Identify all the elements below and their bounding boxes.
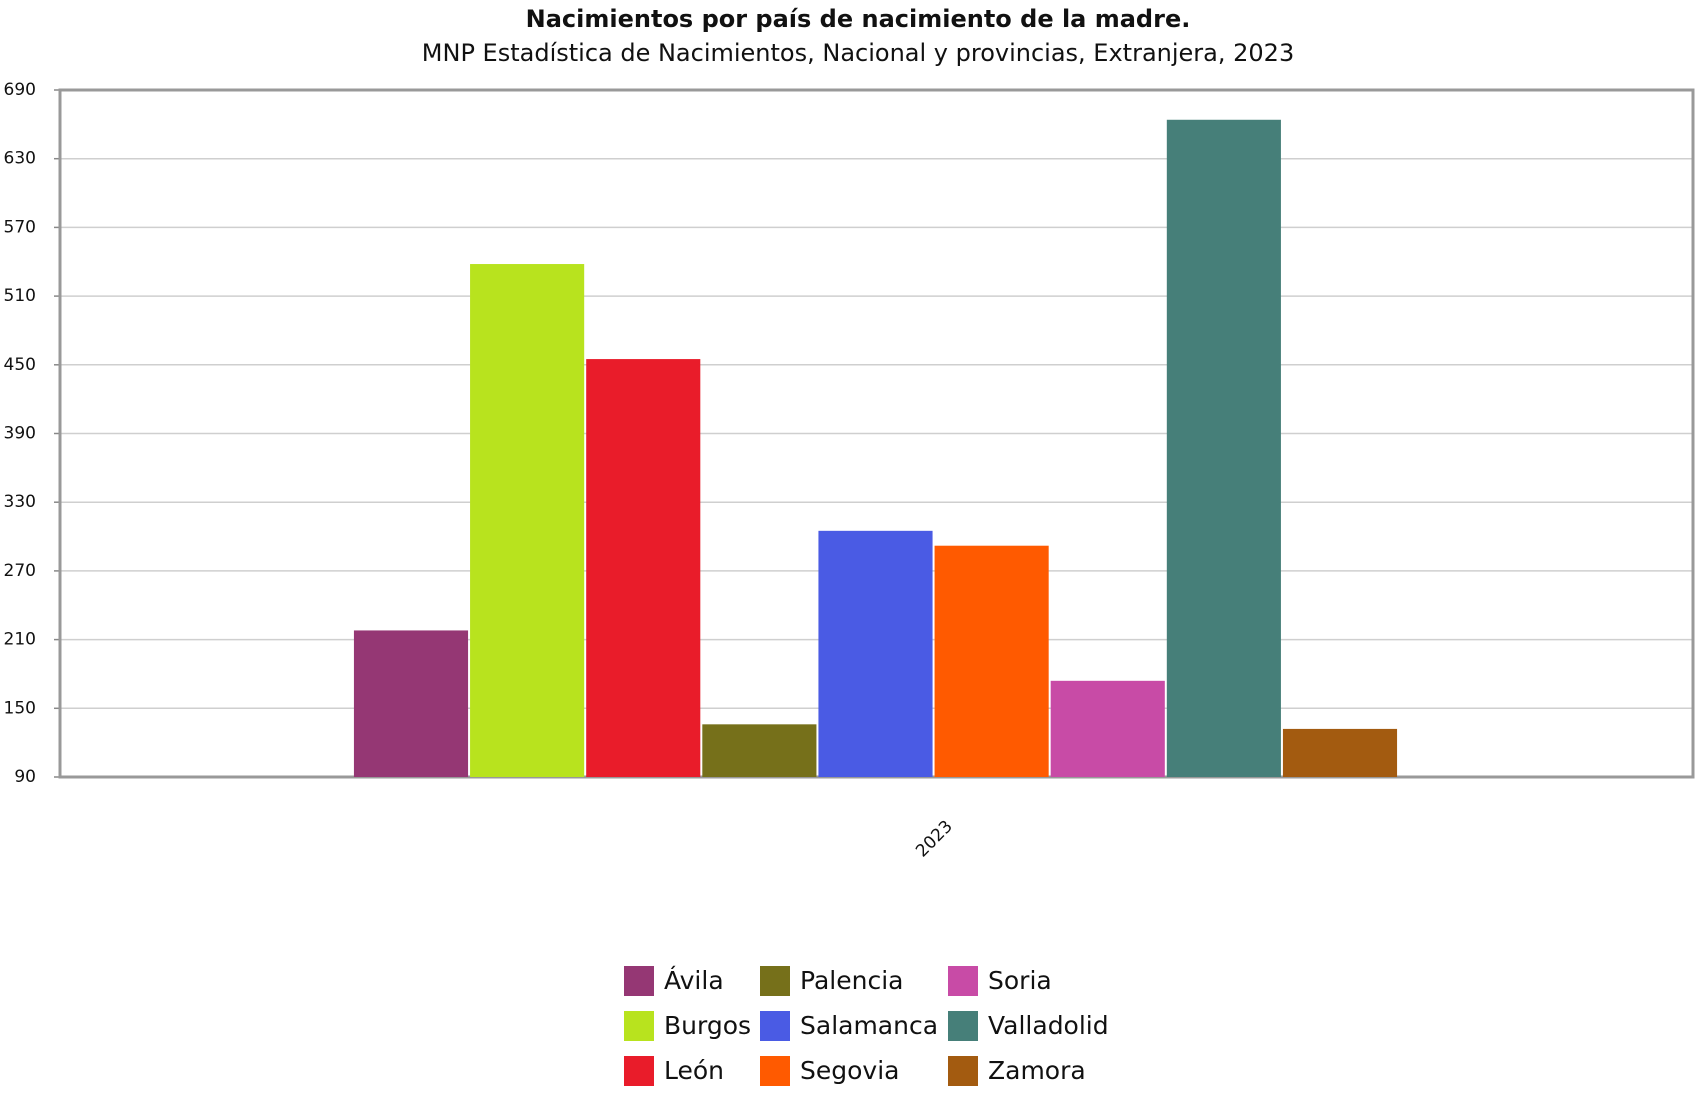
bar xyxy=(934,545,1049,777)
legend-label: Valladolid xyxy=(988,1011,1109,1040)
y-tick-label: 90 xyxy=(14,767,36,787)
legend-swatch xyxy=(760,966,790,996)
legend-swatch xyxy=(948,1056,978,1086)
legend-swatch xyxy=(948,1011,978,1041)
chart-subtitle: MNP Estadística de Nacimientos, Nacional… xyxy=(422,39,1294,67)
legend-swatch xyxy=(624,1056,654,1086)
legend-label: Palencia xyxy=(800,966,903,995)
y-tick-label: 330 xyxy=(4,492,36,512)
legend-swatch xyxy=(948,966,978,996)
legend-swatch xyxy=(624,1011,654,1041)
bar xyxy=(1282,728,1398,777)
bar xyxy=(353,630,469,777)
bar xyxy=(586,359,701,777)
legend-label: León xyxy=(664,1056,724,1085)
y-tick-label: 570 xyxy=(4,217,36,237)
y-tick-label: 630 xyxy=(4,149,36,169)
y-tick-label: 450 xyxy=(4,355,36,375)
legend-swatch xyxy=(624,966,654,996)
chart-title: Nacimientos por país de nacimiento de la… xyxy=(526,5,1191,33)
y-tick-label: 150 xyxy=(4,698,36,718)
legend-label: Burgos xyxy=(664,1011,751,1040)
bar xyxy=(818,530,933,777)
bar xyxy=(1166,119,1281,777)
y-tick-label: 690 xyxy=(4,80,36,100)
legend-swatch xyxy=(760,1011,790,1041)
y-tick-label: 510 xyxy=(4,286,36,306)
y-tick-label: 270 xyxy=(4,561,36,581)
legend-label: Ávila xyxy=(664,966,724,995)
legend-label: Zamora xyxy=(988,1056,1086,1085)
legend-swatch xyxy=(760,1056,790,1086)
bar xyxy=(702,724,817,777)
legend-label: Segovia xyxy=(800,1056,899,1085)
legend-label: Soria xyxy=(988,966,1052,995)
x-tick-label: 2023 xyxy=(912,817,957,862)
y-tick-label: 210 xyxy=(4,630,36,650)
bar xyxy=(470,264,585,777)
y-tick-label: 390 xyxy=(4,424,36,444)
bar xyxy=(1050,680,1165,777)
legend-label: Salamanca xyxy=(800,1011,938,1040)
